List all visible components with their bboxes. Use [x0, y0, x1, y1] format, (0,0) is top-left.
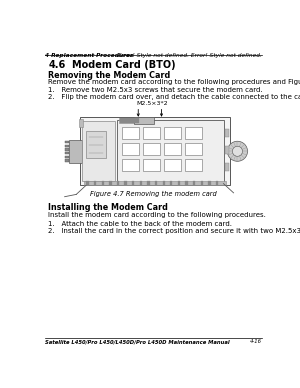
Bar: [102, 181, 104, 185]
Bar: [86, 131, 106, 158]
Bar: [134, 118, 154, 123]
Bar: [163, 181, 165, 185]
Text: Error! Style not defined. Error! Style not defined.: Error! Style not defined. Error! Style n…: [118, 53, 262, 58]
Bar: [64, 145, 68, 147]
Text: 4 Replacement Procedures: 4 Replacement Procedures: [45, 53, 134, 58]
Bar: [155, 181, 157, 185]
Text: 2.   Flip the modem card over, and detach the cable connected to the card.: 2. Flip the modem card over, and detach …: [48, 94, 300, 100]
Text: Satellite L450/Pro L450/L450D/Pro L450D Maintenance Manual: Satellite L450/Pro L450/L450D/Pro L450D …: [45, 339, 230, 344]
Bar: [225, 146, 229, 154]
Bar: [120, 118, 123, 123]
Bar: [185, 143, 202, 155]
Bar: [164, 126, 181, 139]
Circle shape: [232, 146, 242, 156]
Bar: [80, 118, 230, 185]
Bar: [201, 181, 203, 185]
Text: Remove the modem card according to the following procedures and Figure 4.7.: Remove the modem card according to the f…: [48, 79, 300, 85]
Bar: [143, 143, 160, 155]
Text: Figure 4.7 Removing the modem card: Figure 4.7 Removing the modem card: [90, 191, 217, 197]
Text: 1.   Attach the cable to the back of the modem card.: 1. Attach the cable to the back of the m…: [48, 221, 232, 227]
Bar: [143, 159, 160, 171]
Bar: [64, 159, 68, 161]
Bar: [84, 180, 226, 185]
Bar: [86, 181, 89, 185]
Bar: [79, 119, 83, 126]
Bar: [193, 181, 195, 185]
Bar: [122, 126, 139, 139]
Bar: [64, 141, 68, 143]
Bar: [185, 181, 188, 185]
Bar: [225, 163, 229, 171]
Bar: [170, 181, 172, 185]
Bar: [208, 181, 211, 185]
Text: Removing the Modem Card: Removing the Modem Card: [48, 71, 171, 80]
Text: Install the modem card according to the following procedures.: Install the modem card according to the …: [48, 212, 266, 218]
Text: M2.5×3*2: M2.5×3*2: [136, 101, 168, 106]
Bar: [147, 181, 150, 185]
Bar: [82, 121, 115, 181]
Bar: [117, 181, 119, 185]
Bar: [164, 143, 181, 155]
Bar: [117, 121, 224, 182]
Bar: [178, 181, 180, 185]
Bar: [119, 118, 141, 123]
Bar: [140, 181, 142, 185]
Bar: [64, 156, 68, 158]
Bar: [109, 181, 112, 185]
Text: 4-16: 4-16: [250, 339, 262, 344]
Bar: [64, 148, 68, 151]
Text: 2.   Install the card in the correct position and secure it with two M2.5x3 scre: 2. Install the card in the correct posit…: [48, 227, 300, 234]
Bar: [225, 129, 229, 137]
Bar: [137, 118, 139, 123]
Bar: [143, 126, 160, 139]
Bar: [132, 118, 134, 123]
Text: Modem Card (BTO): Modem Card (BTO): [72, 61, 176, 70]
Bar: [123, 118, 125, 123]
Text: 4.6: 4.6: [48, 61, 66, 70]
Text: 1.   Remove two M2.5x3 screws that secure the modem card.: 1. Remove two M2.5x3 screws that secure …: [48, 87, 263, 94]
Bar: [122, 159, 139, 171]
Bar: [185, 126, 202, 139]
Bar: [132, 181, 134, 185]
Text: Installing the Modem Card: Installing the Modem Card: [48, 203, 168, 212]
Bar: [185, 159, 202, 171]
Bar: [164, 159, 181, 171]
Bar: [125, 118, 128, 123]
Bar: [128, 118, 130, 123]
Bar: [64, 152, 68, 154]
Bar: [94, 181, 96, 185]
Bar: [124, 181, 127, 185]
Bar: [134, 118, 137, 123]
Circle shape: [227, 141, 248, 161]
Bar: [130, 118, 132, 123]
Bar: [216, 181, 218, 185]
Bar: [68, 140, 83, 163]
Bar: [122, 143, 139, 155]
